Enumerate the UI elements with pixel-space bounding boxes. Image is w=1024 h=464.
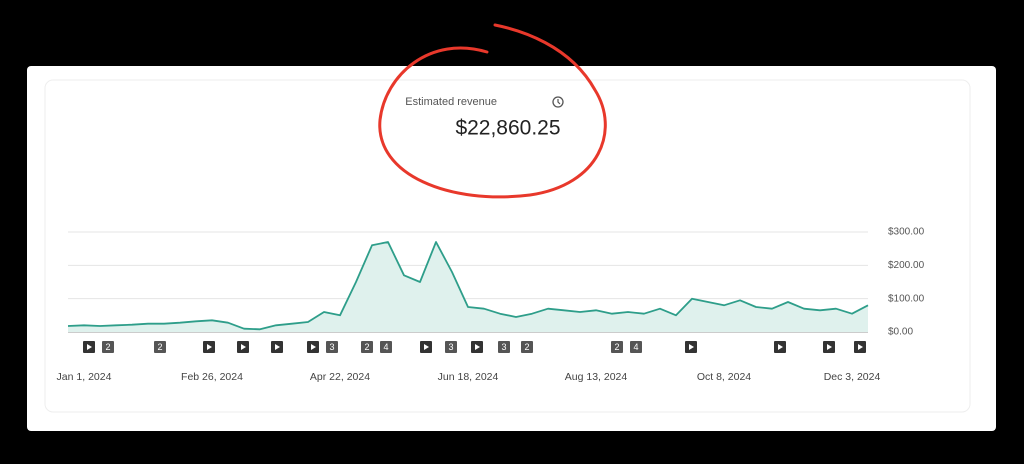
count-marker: [521, 341, 533, 353]
play-icon: [475, 344, 480, 350]
x-tick-label: Jan 1, 2024: [57, 371, 112, 383]
play-icon: [689, 344, 694, 350]
card: [27, 66, 996, 431]
x-tick-label: Aug 13, 2024: [565, 371, 628, 383]
play-icon: [424, 344, 429, 350]
count-label: 3: [329, 342, 334, 352]
video-markers: 2 2 3 2 4 3 3 2 2 4: [83, 341, 866, 353]
play-icon: [275, 344, 280, 350]
count-label: 2: [524, 342, 529, 352]
count-marker: [498, 341, 510, 353]
count-marker: [630, 341, 642, 353]
count-marker: [154, 341, 166, 353]
y-tick-label: $100.00: [888, 293, 925, 304]
count-label: 2: [614, 342, 619, 352]
x-tick-label: Dec 3, 2024: [824, 371, 881, 383]
play-icon: [241, 344, 246, 350]
y-tick-label: $200.00: [888, 260, 925, 271]
count-marker: [445, 341, 457, 353]
play-icon: [311, 344, 316, 350]
x-tick-label: Oct 8, 2024: [697, 371, 751, 383]
x-tick-label: Apr 22, 2024: [310, 371, 370, 383]
inner-card: [44, 79, 971, 413]
count-label: 4: [633, 342, 638, 352]
count-marker: [102, 341, 114, 353]
play-icon: [827, 344, 832, 350]
count-marker: [611, 341, 623, 353]
count-label: 3: [448, 342, 453, 352]
line: [67, 241, 869, 331]
clock-hand: [557, 99, 561, 105]
area-fill: [68, 242, 868, 332]
x-tick-label: Jun 18, 2024: [438, 371, 499, 383]
clock-icon: [552, 96, 564, 108]
x-tick-label: Feb 26, 2024: [181, 371, 243, 383]
count-label: 3: [501, 342, 506, 352]
count-label: 2: [105, 342, 110, 352]
metric-title: Estimated revenue: [405, 96, 497, 108]
play-icon: [207, 344, 212, 350]
play-icon: [858, 344, 863, 350]
count-label: 2: [364, 342, 369, 352]
metric-value: $22,860.25: [455, 117, 560, 140]
play-icon: [87, 344, 92, 350]
count-label: 2: [157, 342, 162, 352]
count-marker: [380, 341, 392, 353]
y-tick-label: $300.00: [888, 227, 925, 238]
play-icon: [778, 344, 783, 350]
y-tick-label: $0.00: [888, 327, 913, 338]
hand-drawn-circle: [378, 23, 607, 199]
count-marker: [326, 341, 338, 353]
count-marker: [361, 341, 373, 353]
count-label: 4: [383, 342, 388, 352]
